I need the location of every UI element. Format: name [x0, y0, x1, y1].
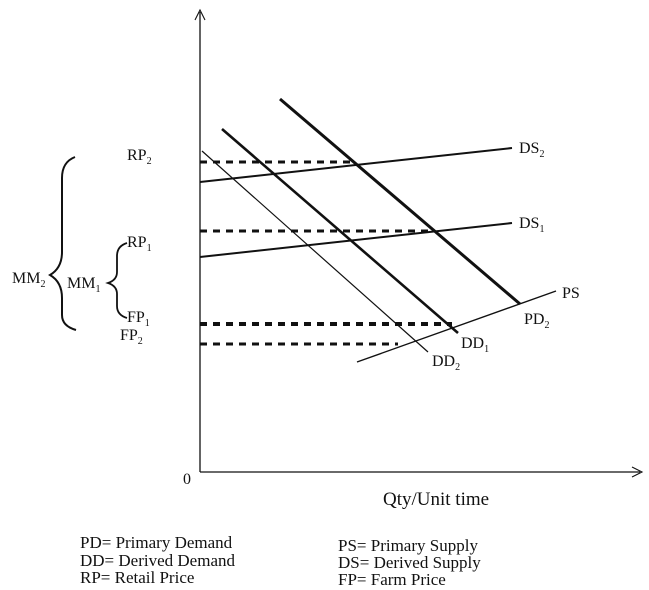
dd2-label: DD2 [432, 353, 460, 373]
mm2-label: MM2 [12, 270, 45, 290]
ds1-curve [199, 222, 513, 258]
fp1-label: FP1 [127, 309, 150, 329]
legend-ds: DS= Derived Supply [338, 553, 481, 572]
legend-pd: PD= Primary Demand [80, 533, 233, 552]
mm1-label: MM1 [67, 275, 100, 295]
ps-curve [356, 290, 557, 363]
legend-ps: PS= Primary Supply [338, 536, 478, 555]
ds2-label: DS2 [519, 140, 544, 160]
pd2-label: PD2 [524, 311, 549, 331]
y-axis-arrow [194, 8, 206, 21]
rp1-label: RP1 [127, 234, 152, 254]
dd1-curve [221, 128, 459, 334]
rp2-label: RP2 [127, 147, 152, 167]
legend-dd: DD= Derived Demand [80, 551, 235, 570]
x-axis-arrow [631, 466, 644, 478]
mm2-brace [48, 156, 77, 331]
mm1-brace [105, 242, 128, 319]
x-axis-label: Qty/Unit time [383, 489, 489, 510]
dd1-label: DD1 [461, 335, 489, 355]
ds1-label: DS1 [519, 215, 544, 235]
ps-label: PS [562, 285, 580, 302]
pd2-curve [279, 97, 521, 306]
legend-rp: RP= Retail Price [80, 568, 194, 587]
origin-label: 0 [183, 471, 191, 488]
legend-fp: FP= Farm Price [338, 570, 446, 589]
fp2-label: FP2 [120, 327, 143, 347]
dd2-curve [201, 150, 429, 353]
